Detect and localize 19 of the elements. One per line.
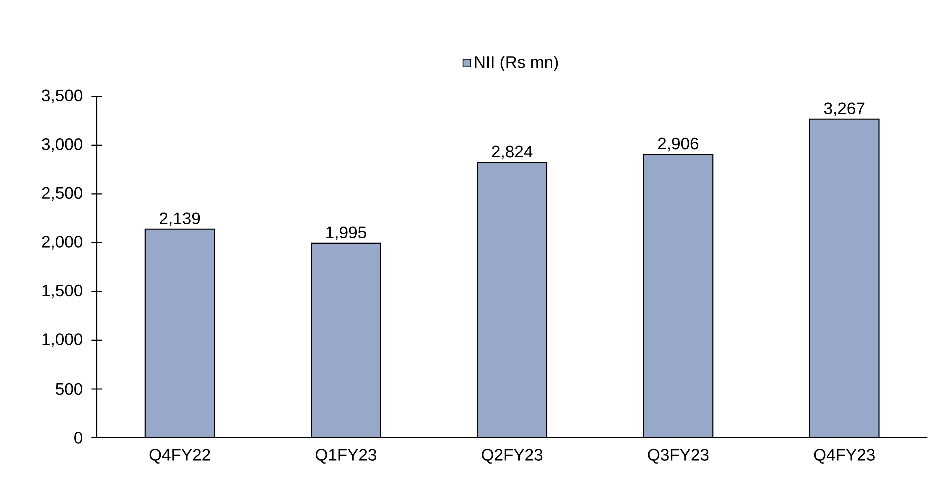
data-label: 2,139 — [160, 212, 200, 226]
legend-label: NII (Rs mn) — [475, 56, 558, 72]
data-label: 2,906 — [658, 138, 699, 152]
x-tick-label: Q4FY23 — [814, 449, 875, 464]
x-tick-label: Q2FY23 — [482, 449, 543, 464]
y-tick-label: 3,000 — [42, 138, 83, 152]
y-tick-label: 500 — [56, 383, 83, 396]
data-label: 2,824 — [492, 146, 533, 160]
x-tick-label: Q3FY23 — [648, 449, 709, 464]
y-tick-label: 1,500 — [42, 284, 83, 299]
data-label: 1,995 — [326, 226, 366, 240]
x-tick-label: Q1FY23 — [316, 449, 376, 464]
y-tick-label: 3,500 — [42, 90, 83, 104]
y-tick-label: 2,500 — [42, 187, 83, 202]
x-tick-label: Q4FY22 — [150, 449, 210, 464]
y-tick-label: 1,000 — [42, 334, 83, 348]
y-tick-label: 2,000 — [42, 236, 83, 250]
y-tick-label: 0 — [74, 432, 83, 444]
data-label: 3,267 — [824, 102, 865, 116]
